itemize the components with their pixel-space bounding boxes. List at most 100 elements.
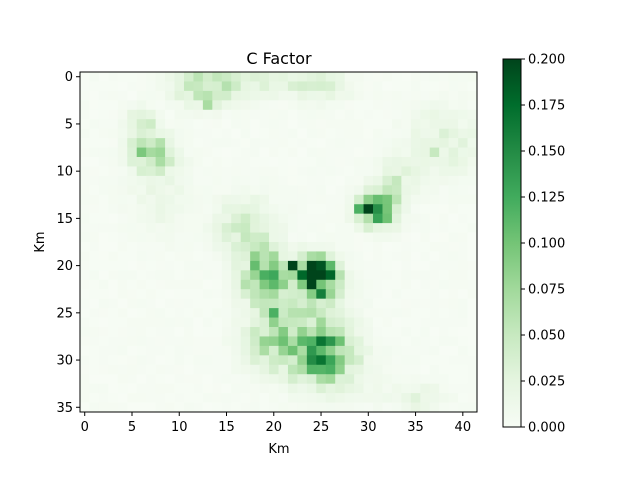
heatmap-cell [117,327,128,337]
heatmap-cell [202,204,213,215]
heatmap-cell [231,260,242,271]
heatmap-cell [89,109,100,120]
heatmap-cell [439,327,450,337]
heatmap-cell [146,109,157,120]
heatmap-cell [458,232,468,243]
heatmap-cell [183,336,194,347]
heatmap-cell [297,270,308,281]
heatmap-cell [363,336,374,347]
heatmap-cell [117,72,128,82]
heatmap-cell [325,327,336,337]
heatmap-cell [240,298,251,309]
heatmap-cell [212,383,223,394]
heatmap-cell [382,374,393,385]
heatmap-cell [297,251,308,262]
heatmap-cell [306,147,317,158]
heatmap-cell [344,185,355,196]
heatmap-cell [240,308,251,318]
heatmap-cell [155,298,166,309]
heatmap-cell [439,157,450,167]
heatmap-cell [212,157,223,167]
heatmap-cell [316,317,327,328]
heatmap-cell [420,270,431,281]
heatmap-cell [458,194,468,205]
heatmap-cell [174,345,185,356]
heatmap-cell [108,327,119,337]
heatmap-cell [269,327,279,337]
heatmap-cell [344,327,355,337]
x-tick-label: 10 [171,420,188,435]
heatmap-cell [240,119,251,130]
heatmap-cell [108,119,119,130]
heatmap-cell [231,298,242,309]
heatmap-cell [382,355,393,366]
heatmap-cell [240,374,251,385]
heatmap-cell [287,289,298,300]
heatmap-cell [183,175,194,186]
heatmap-cell [117,374,128,385]
heatmap-cell [221,128,232,139]
heatmap-cell [420,242,431,252]
heatmap-cell [146,138,157,148]
heatmap-cell [373,374,383,385]
heatmap-cell [136,260,147,271]
heatmap-cell [382,308,393,318]
heatmap-cell [183,232,194,243]
heatmap-cell [325,364,336,375]
heatmap-cell [259,279,270,290]
heatmap-cell [410,383,421,394]
heatmap-cell [429,308,440,318]
heatmap-cell [98,204,109,215]
heatmap-cell [382,260,393,271]
heatmap-cell [420,213,431,224]
heatmap-cell [250,213,260,224]
heatmap-cell [410,355,421,366]
heatmap-cell [325,185,336,196]
heatmap-cell [382,327,393,337]
heatmap-cell [183,194,194,205]
heatmap-cell [212,147,223,158]
heatmap-cell [259,157,270,167]
heatmap-cell [306,128,317,139]
heatmap-cell [212,242,223,252]
heatmap-cell [108,364,119,375]
heatmap-cell [429,204,440,215]
heatmap-cell [80,383,90,394]
heatmap-cell [98,138,109,148]
heatmap-cell [429,289,440,300]
heatmap-cell [420,364,431,375]
heatmap-cell [146,223,157,233]
heatmap-cell [458,374,468,385]
heatmap-cell [165,72,175,82]
heatmap-cell [212,194,223,205]
heatmap-cell [278,147,289,158]
heatmap-cell [278,90,289,101]
heatmap-cell [439,166,450,177]
heatmap-cell [108,242,119,252]
heatmap-cell [117,308,128,318]
heatmap-cell [382,317,393,328]
heatmap-cell [250,109,260,120]
heatmap-cell [297,402,308,413]
heatmap-cell [136,336,147,347]
heatmap-cell [80,100,90,111]
heatmap-cell [344,100,355,111]
heatmap-cell [458,138,468,148]
heatmap-cell [287,119,298,130]
heatmap-cell [269,175,279,186]
heatmap-cell [231,308,242,318]
heatmap-cell [240,157,251,167]
heatmap-cell [89,374,100,385]
heatmap-cell [202,364,213,375]
heatmap-cell [89,185,100,196]
heatmap-cell [117,204,128,215]
heatmap-cell [382,119,393,130]
heatmap-cell [89,72,100,82]
heatmap-cell [146,383,157,394]
heatmap-cell [467,260,478,271]
heatmap-cell [183,317,194,328]
colorbar-tick-label: 0.125 [528,191,565,206]
heatmap-cell [240,393,251,403]
heatmap-cell [202,81,213,92]
heatmap-cell [382,194,393,205]
